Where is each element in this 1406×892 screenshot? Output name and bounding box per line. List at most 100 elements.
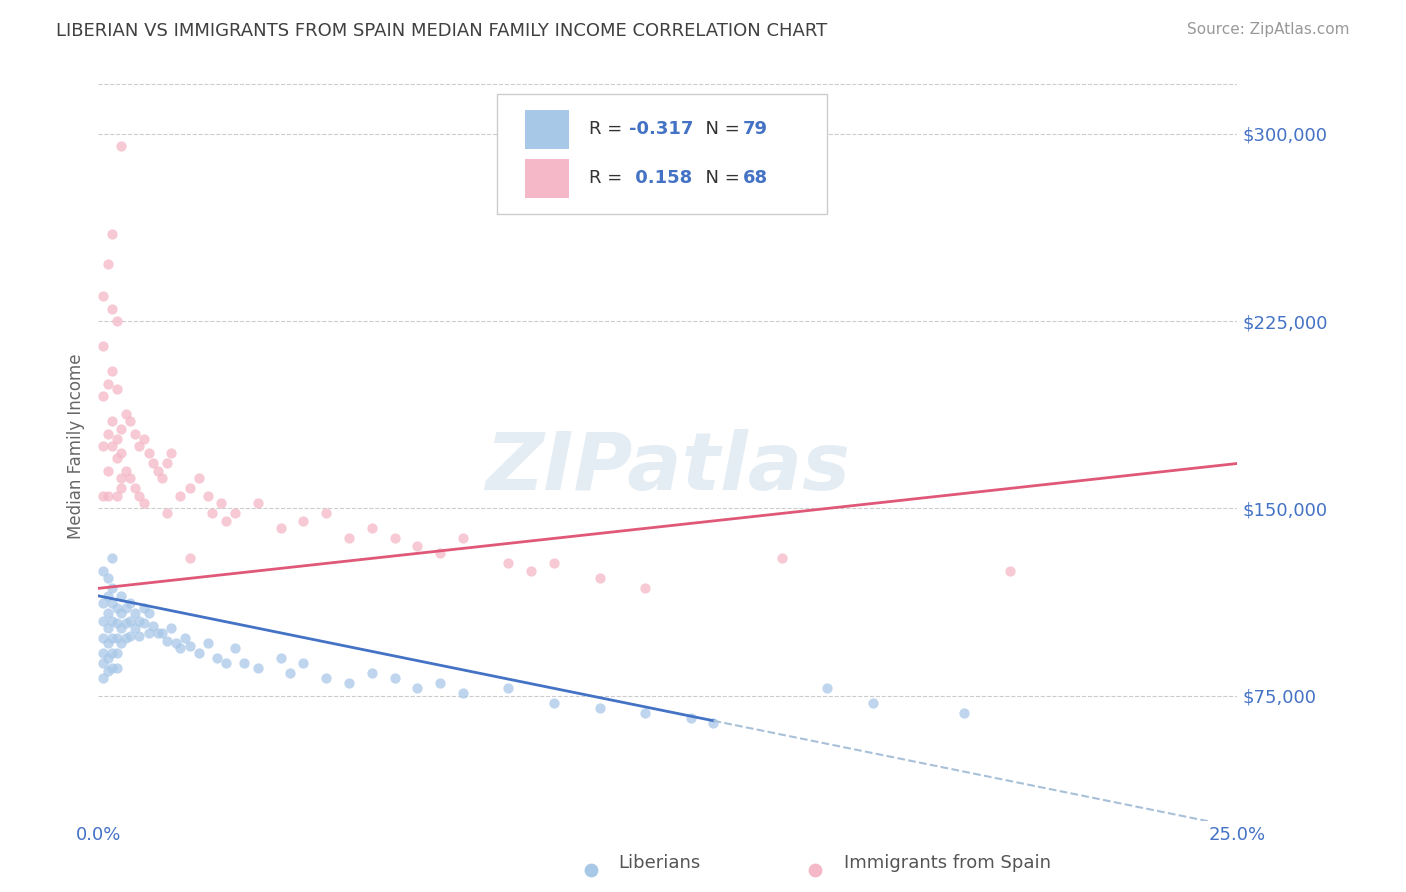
Point bbox=[360, 521, 382, 535]
Point bbox=[953, 706, 976, 721]
Point bbox=[315, 671, 337, 685]
Point bbox=[114, 407, 136, 421]
Point bbox=[91, 646, 114, 660]
Point bbox=[96, 621, 118, 635]
Point bbox=[101, 596, 124, 610]
Point bbox=[110, 589, 132, 603]
Point bbox=[91, 596, 114, 610]
FancyBboxPatch shape bbox=[526, 159, 569, 198]
Point bbox=[91, 339, 114, 353]
Point bbox=[101, 551, 124, 566]
Point bbox=[702, 716, 724, 731]
Text: R =: R = bbox=[589, 120, 628, 138]
Point bbox=[169, 489, 191, 503]
Point bbox=[124, 426, 146, 441]
Point bbox=[120, 614, 142, 628]
Point bbox=[815, 681, 838, 696]
Point bbox=[105, 646, 128, 660]
Point bbox=[124, 607, 146, 621]
Point bbox=[101, 301, 124, 316]
Point bbox=[120, 629, 142, 643]
Point bbox=[142, 619, 165, 633]
Point bbox=[105, 432, 128, 446]
Point bbox=[451, 532, 474, 546]
Text: Liberians: Liberians bbox=[619, 855, 700, 872]
Point bbox=[588, 571, 610, 585]
Point bbox=[101, 439, 124, 453]
Point bbox=[179, 482, 201, 496]
Point bbox=[101, 227, 124, 241]
Point bbox=[292, 657, 315, 671]
Point bbox=[804, 863, 827, 877]
FancyBboxPatch shape bbox=[498, 94, 827, 214]
Point bbox=[110, 636, 132, 650]
Point bbox=[96, 607, 118, 621]
Point bbox=[96, 464, 118, 478]
Point bbox=[96, 489, 118, 503]
Point bbox=[520, 564, 543, 578]
Point bbox=[384, 532, 406, 546]
Point bbox=[114, 616, 136, 631]
Point bbox=[138, 626, 160, 640]
Text: -0.317: -0.317 bbox=[628, 120, 693, 138]
Point bbox=[132, 496, 155, 510]
Point bbox=[105, 314, 128, 328]
Point bbox=[215, 514, 238, 528]
Point bbox=[187, 471, 209, 485]
Text: LIBERIAN VS IMMIGRANTS FROM SPAIN MEDIAN FAMILY INCOME CORRELATION CHART: LIBERIAN VS IMMIGRANTS FROM SPAIN MEDIAN… bbox=[56, 22, 828, 40]
Point bbox=[156, 457, 179, 471]
Point bbox=[160, 621, 183, 635]
Point bbox=[120, 471, 142, 485]
Point bbox=[150, 626, 173, 640]
Point bbox=[110, 471, 132, 485]
Point bbox=[114, 464, 136, 478]
Point bbox=[110, 421, 132, 435]
Text: Source: ZipAtlas.com: Source: ZipAtlas.com bbox=[1187, 22, 1350, 37]
Point bbox=[215, 657, 238, 671]
Point bbox=[429, 546, 451, 560]
Point bbox=[105, 451, 128, 466]
Point bbox=[91, 614, 114, 628]
Point bbox=[770, 551, 793, 566]
Text: 68: 68 bbox=[742, 169, 768, 187]
Point bbox=[101, 582, 124, 596]
Y-axis label: Median Family Income: Median Family Income bbox=[66, 353, 84, 539]
Point bbox=[246, 661, 269, 675]
Point bbox=[120, 414, 142, 428]
Point bbox=[292, 514, 315, 528]
Point bbox=[114, 632, 136, 646]
Point bbox=[110, 446, 132, 460]
Point bbox=[105, 661, 128, 675]
Point bbox=[588, 701, 610, 715]
Text: 0.158: 0.158 bbox=[628, 169, 692, 187]
Point bbox=[360, 666, 382, 681]
Point bbox=[142, 457, 165, 471]
Point bbox=[224, 641, 246, 656]
Point bbox=[315, 507, 337, 521]
Point bbox=[146, 464, 169, 478]
Point bbox=[132, 601, 155, 615]
Point bbox=[105, 382, 128, 396]
Point bbox=[96, 426, 118, 441]
Text: ZIPatlas: ZIPatlas bbox=[485, 429, 851, 508]
Point bbox=[91, 489, 114, 503]
Point bbox=[128, 629, 150, 643]
Text: R =: R = bbox=[589, 169, 628, 187]
Point bbox=[174, 632, 197, 646]
Point bbox=[634, 706, 657, 721]
Point bbox=[209, 496, 232, 510]
Point bbox=[101, 661, 124, 675]
Point bbox=[150, 471, 173, 485]
Point bbox=[165, 636, 187, 650]
Point bbox=[96, 651, 118, 665]
Point bbox=[384, 671, 406, 685]
Point bbox=[96, 636, 118, 650]
Point bbox=[337, 532, 360, 546]
Point bbox=[138, 607, 160, 621]
Text: N =: N = bbox=[695, 120, 745, 138]
Point bbox=[278, 666, 301, 681]
Point bbox=[110, 607, 132, 621]
Point bbox=[124, 482, 146, 496]
Point bbox=[110, 139, 132, 153]
FancyBboxPatch shape bbox=[526, 110, 569, 149]
